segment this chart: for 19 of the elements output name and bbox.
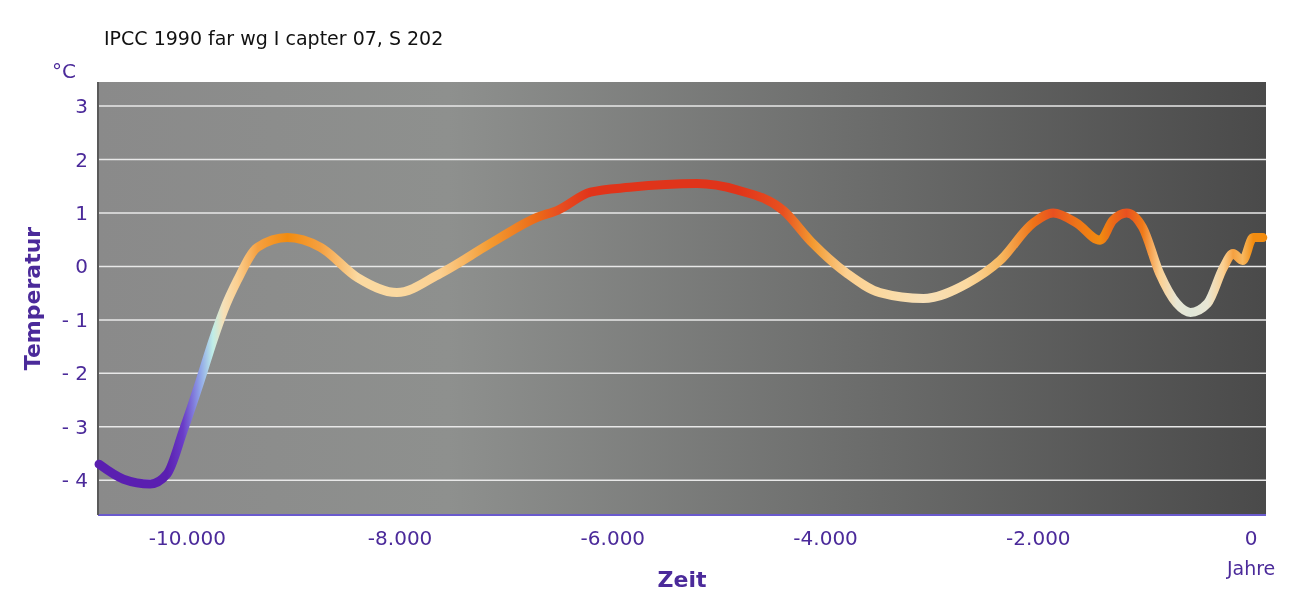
text: °C bbox=[52, 59, 76, 83]
y-tick-label: - 3 bbox=[61, 414, 88, 439]
x-tick-label: -4.000 bbox=[793, 526, 858, 550]
x-tick-label: -8.000 bbox=[367, 526, 433, 550]
x-tick-label: 0 bbox=[1244, 526, 1258, 550]
y-tick-label: - 4 bbox=[61, 468, 88, 493]
chart-title: IPCC 1990 far wg I capter 07, S 202 bbox=[104, 27, 444, 49]
x-tick-label: -2.000 bbox=[1006, 526, 1071, 550]
x-axis-title: Zeit bbox=[657, 567, 707, 592]
y-tick-label: 2 bbox=[75, 147, 88, 172]
text: Jahre bbox=[1225, 557, 1276, 579]
x-tick-label: -10.000 bbox=[148, 526, 226, 550]
y-tick-label: 1 bbox=[75, 200, 88, 225]
y-tick-label: - 2 bbox=[61, 361, 88, 386]
y-tick-label: 0 bbox=[75, 254, 88, 279]
y-tick-label: - 1 bbox=[61, 307, 88, 332]
x-tick-label: -6.000 bbox=[580, 526, 646, 550]
y-tick-label: 3 bbox=[75, 94, 88, 119]
y-axis-title: Temperatur bbox=[20, 226, 45, 371]
